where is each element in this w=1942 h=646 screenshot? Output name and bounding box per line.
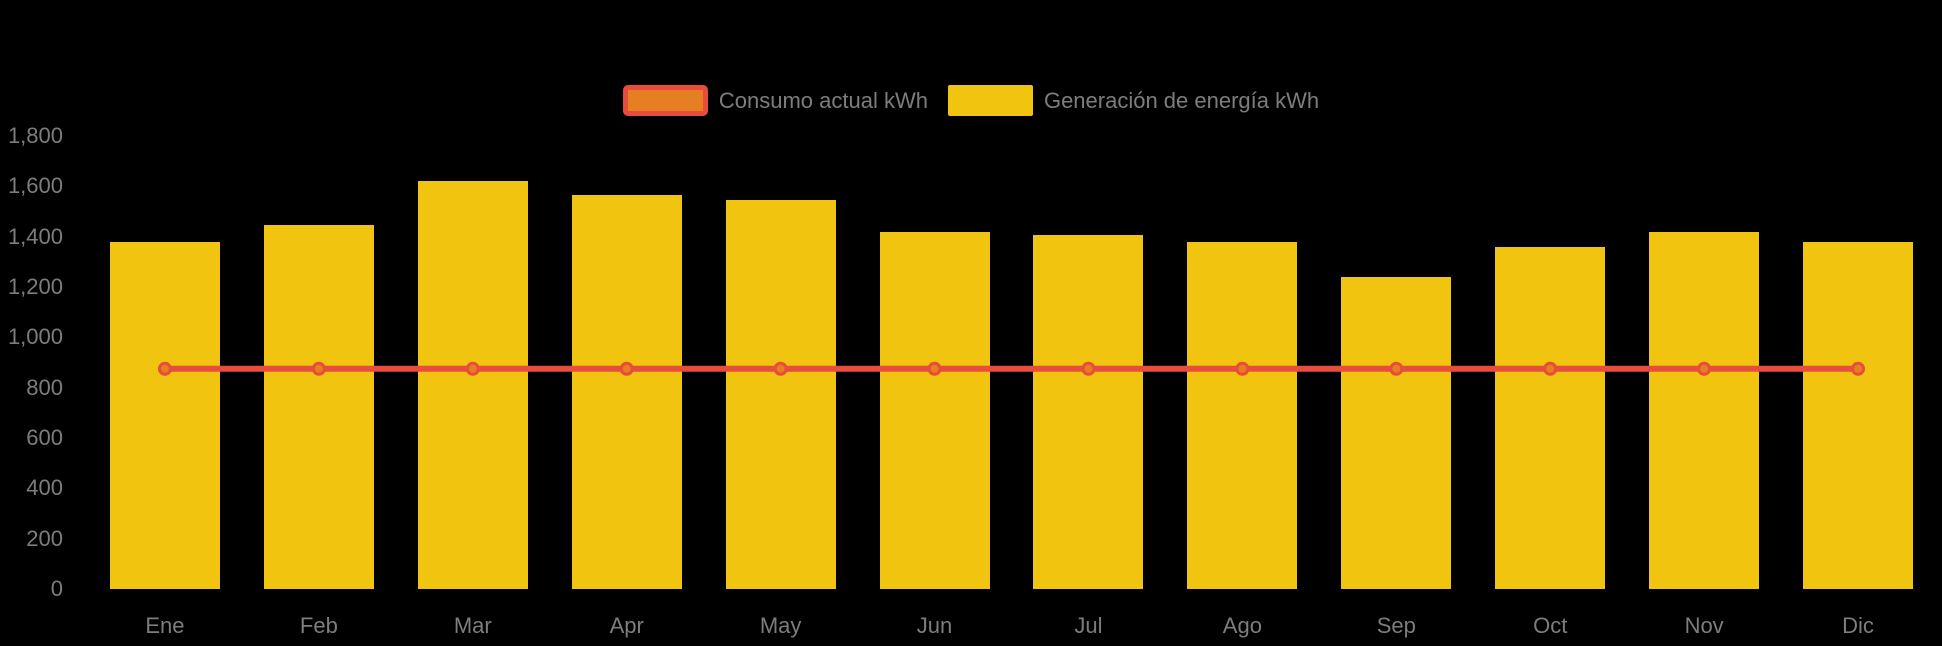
- x-axis-label-jul: Jul: [1074, 613, 1103, 638]
- y-axis-tick-label: 800: [26, 374, 63, 400]
- x-axis-label-ago: Ago: [1222, 613, 1262, 638]
- x-axis-label-oct: Oct: [1533, 613, 1568, 638]
- y-axis-tick-label: 1,400: [7, 223, 63, 249]
- y-axis-tick-label: 1,800: [7, 123, 63, 148]
- bar-mar[interactable]: [417, 181, 528, 589]
- x-axis-label-mar: Mar: [453, 613, 492, 638]
- chart-legend: Consumo actual kWh Generación de energía…: [0, 83, 1942, 117]
- y-axis-tick-label: 600: [26, 425, 63, 450]
- legend-item-consumo-actual[interactable]: Consumo actual kWh: [622, 84, 928, 116]
- consumo-point-sep[interactable]: [1389, 361, 1404, 376]
- x-axis-label-ene: Ene: [145, 613, 185, 638]
- consumo-point-oct[interactable]: [1543, 361, 1558, 376]
- consumo-point-dic[interactable]: [1851, 361, 1866, 376]
- y-axis-tick-label: 0: [50, 576, 63, 601]
- bar-ago[interactable]: [1187, 241, 1298, 589]
- x-axis-label-apr: Apr: [609, 613, 644, 638]
- bar-sep[interactable]: [1341, 276, 1452, 589]
- consumo-point-jun[interactable]: [927, 361, 942, 376]
- bar-ene[interactable]: [109, 241, 220, 589]
- consumo-point-nov[interactable]: [1697, 361, 1712, 376]
- y-axis-tick-label: 400: [26, 475, 63, 501]
- y-axis-tick-label: 200: [26, 525, 63, 551]
- bar-jul[interactable]: [1033, 235, 1144, 589]
- x-axis-label-dic: Dic: [1842, 613, 1874, 638]
- consumo-point-feb[interactable]: [311, 361, 326, 376]
- bar-apr[interactable]: [571, 195, 682, 589]
- legend-label-generacion-energia: Generación de energía kWh: [1043, 87, 1320, 113]
- bar-may[interactable]: [725, 200, 836, 589]
- consumo-point-may[interactable]: [773, 361, 788, 376]
- legend-item-generacion-energia[interactable]: Generación de energía kWh: [947, 84, 1320, 116]
- x-axis-label-nov: Nov: [1684, 613, 1724, 638]
- bar-nov[interactable]: [1649, 231, 1760, 589]
- consumo-point-ago[interactable]: [1235, 361, 1250, 376]
- consumo-actual-swatch-icon: [622, 84, 708, 116]
- x-axis-label-jun: Jun: [916, 613, 953, 638]
- bar-dic[interactable]: [1803, 241, 1914, 589]
- bar-oct[interactable]: [1495, 246, 1606, 589]
- y-axis-tick-label: 1,000: [7, 324, 63, 350]
- consumo-point-jul[interactable]: [1081, 361, 1096, 376]
- bar-feb[interactable]: [263, 225, 374, 589]
- bar-jun[interactable]: [879, 231, 990, 589]
- consumo-point-ene[interactable]: [157, 361, 172, 376]
- x-axis-label-sep: Sep: [1376, 613, 1416, 638]
- legend-label-consumo-actual: Consumo actual kWh: [718, 87, 928, 113]
- y-axis-tick-label: 1,200: [7, 274, 63, 299]
- consumo-point-mar[interactable]: [465, 361, 480, 376]
- x-axis-label-feb: Feb: [299, 613, 338, 638]
- consumo-point-apr[interactable]: [619, 361, 634, 376]
- x-axis-label-may: May: [759, 613, 802, 638]
- y-axis-tick-label: 1,600: [7, 173, 63, 199]
- generacion-energia-swatch-icon: [947, 84, 1033, 116]
